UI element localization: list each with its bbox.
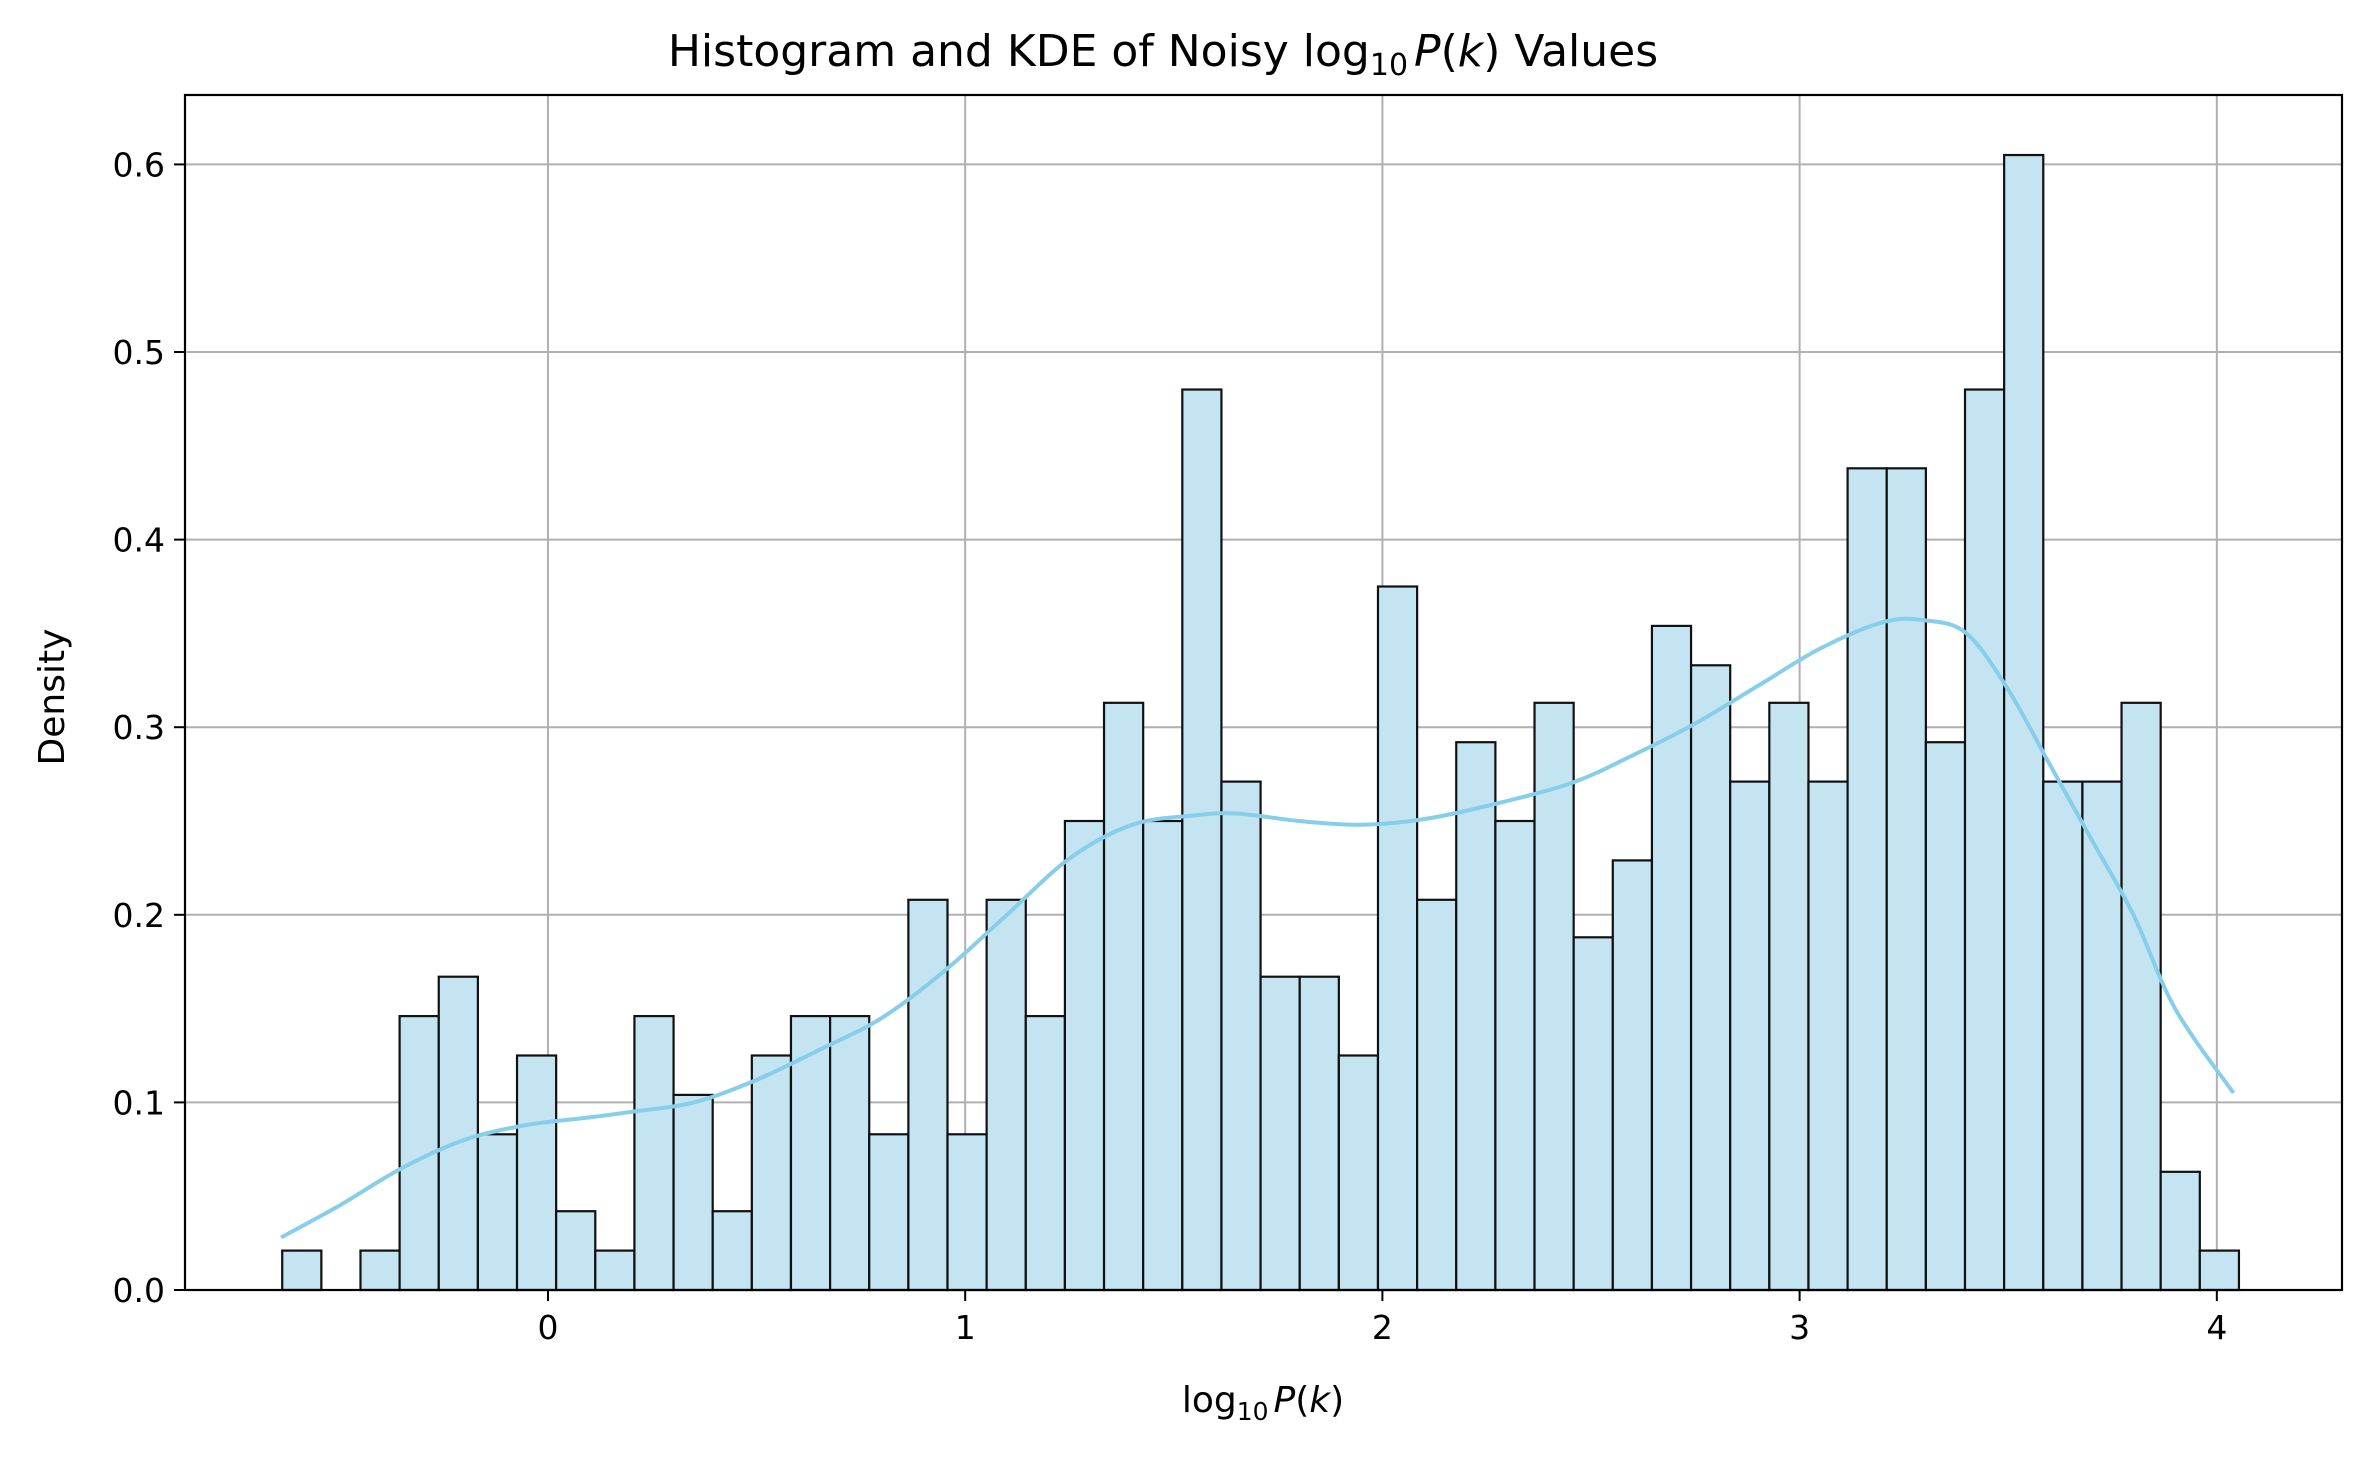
x-tick-label-3: 3: [1789, 1308, 1810, 1347]
histogram-bar-42: [1924, 741, 1967, 1292]
title-subscript: 10: [1370, 48, 1408, 83]
histogram-bar-32: [1533, 701, 1575, 1292]
y-tick-label-2: 0.2: [113, 896, 165, 935]
xlabel-subscript: 10: [1237, 1397, 1269, 1426]
y-tick-label-4: 0.4: [113, 521, 165, 560]
title-suffix: ) Values: [1483, 26, 1658, 77]
histogram-bar-41: [1885, 467, 1927, 1292]
histogram-bar-44: [2003, 153, 2045, 1292]
histogram-bar-18: [985, 898, 1027, 1292]
histogram-bar-4: [437, 975, 479, 1292]
histogram-bar-28: [1376, 585, 1419, 1292]
histogram-bar-34: [1611, 859, 1654, 1292]
histogram-bar-21: [1102, 701, 1145, 1292]
histogram-bar-5: [476, 1133, 519, 1292]
histogram-bar-39: [1807, 780, 1849, 1292]
histogram-bar-25: [1259, 975, 1301, 1292]
histogram-bar-26: [1298, 975, 1340, 1292]
histogram-bar-43: [1963, 388, 2006, 1292]
xlabel-suffix: ): [1330, 1380, 1344, 1421]
histogram-bar-37: [1729, 780, 1771, 1292]
xlabel-prefix: log: [1182, 1380, 1237, 1421]
histogram-bar-0: [281, 1249, 323, 1292]
xlabel-italic-p: P: [1274, 1380, 1296, 1421]
title-paren-open: (: [1441, 26, 1458, 77]
histogram-bar-6: [515, 1054, 558, 1292]
histogram-bar-10: [672, 1093, 714, 1292]
histogram-bar-9: [633, 1015, 675, 1292]
histogram-bar-38: [1768, 701, 1810, 1292]
plot-frame: [183, 93, 2344, 1292]
histogram-bar-16: [907, 898, 949, 1292]
histogram-bar-48: [2159, 1170, 2201, 1292]
histogram-bar-47: [2120, 701, 2162, 1292]
x-tick-label-2: 2: [1372, 1308, 1393, 1347]
histogram-bars: [281, 153, 2241, 1292]
x-tick-label-0: 0: [537, 1308, 558, 1347]
histogram-bar-23: [1181, 388, 1223, 1292]
y-axis-ticks: 0.0 0.1 0.2 0.3 0.4 0.5 0.6: [113, 145, 185, 1310]
histogram-bar-8: [594, 1249, 636, 1292]
histogram-bar-35: [1650, 624, 1693, 1292]
histogram-bar-2: [359, 1249, 401, 1292]
histogram-bar-27: [1337, 1054, 1380, 1292]
histogram-bar-20: [1063, 819, 1106, 1292]
xlabel-italic-k: k: [1309, 1380, 1332, 1421]
histogram-bar-19: [1024, 1015, 1067, 1292]
histogram-bar-40: [1846, 467, 1888, 1292]
histogram-bar-15: [868, 1133, 910, 1292]
histogram-bar-17: [946, 1133, 988, 1292]
histogram-bar-14: [828, 1015, 871, 1292]
histogram-bar-24: [1220, 780, 1262, 1292]
title-prefix: Histogram and KDE of Noisy log: [668, 26, 1370, 77]
title-italic-p: P: [1414, 26, 1441, 77]
kde-curve: [280, 616, 2236, 1240]
histogram-bar-22: [1142, 819, 1184, 1292]
histogram-bar-11: [711, 1210, 753, 1292]
x-axis-ticks: 0 1 2 3 4: [537, 1290, 2227, 1347]
x-axis-label: log10 P(k): [1182, 1380, 1344, 1426]
y-tick-label-5: 0.5: [113, 333, 165, 372]
xlabel-paren-open: (: [1295, 1380, 1309, 1421]
histogram-bar-31: [1494, 819, 1536, 1292]
x-tick-label-4: 4: [2206, 1308, 2227, 1347]
histogram-bar-30: [1455, 741, 1497, 1292]
histogram-bar-7: [555, 1210, 597, 1292]
histogram-bar-12: [750, 1054, 793, 1292]
y-tick-label-0: 0.0: [113, 1271, 165, 1310]
histogram-bar-13: [789, 1015, 832, 1292]
histogram-bar-29: [1416, 898, 1458, 1292]
y-tick-label-1: 0.1: [113, 1083, 165, 1122]
y-tick-label-3: 0.3: [113, 708, 165, 747]
chart-title: Histogram and KDE of Noisy log10 P(k) Val…: [668, 26, 1658, 83]
histogram-bar-49: [2198, 1249, 2241, 1292]
title-italic-k: k: [1458, 26, 1485, 77]
histogram-bar-45: [2042, 780, 2084, 1292]
y-tick-label-6: 0.6: [113, 145, 165, 184]
histogram-bar-36: [1689, 664, 1732, 1292]
y-axis-label: Density: [32, 629, 73, 766]
histogram-bar-33: [1572, 936, 1614, 1292]
kde-curve-group: [280, 616, 2236, 1240]
x-tick-label-1: 1: [955, 1308, 976, 1347]
